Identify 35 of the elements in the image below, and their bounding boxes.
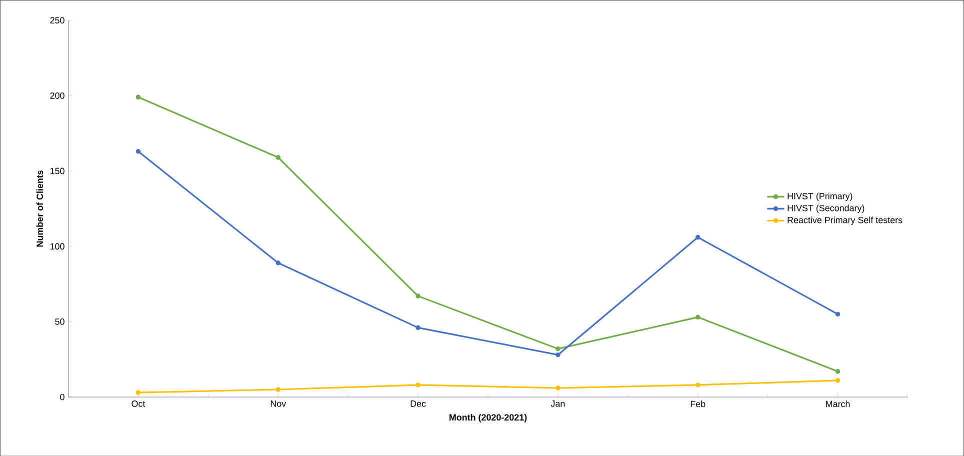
point: [276, 154, 281, 160]
point: [416, 294, 420, 298]
point: [416, 382, 420, 388]
x-tick-label: March: [826, 400, 850, 407]
y-axis-title: Number of Clients: [36, 170, 43, 247]
x-tick-label: Nov: [270, 400, 286, 407]
x-axis-title: Month (2020-2021): [450, 414, 527, 422]
point: [695, 314, 700, 320]
point: [556, 352, 560, 358]
x-tick-label: Oct: [132, 400, 146, 407]
point: [835, 368, 840, 374]
point: [556, 346, 560, 352]
y-tick-label: 150: [50, 168, 64, 174]
point: [695, 234, 700, 240]
y-tick-label: 0: [60, 394, 64, 400]
y-tick-label: 200: [50, 92, 64, 99]
point: [136, 390, 141, 395]
x-tick-label: Feb: [690, 400, 706, 407]
point: [276, 260, 281, 266]
point: [136, 148, 141, 154]
x-tick-label: Dec: [410, 400, 426, 407]
x-tick-label: Jan: [550, 400, 565, 407]
legend-label: HIVST (Secondary): [788, 204, 864, 213]
y-tick-label: 50: [55, 318, 64, 325]
legend-label: Reactive Primary Self testers: [788, 216, 902, 225]
point: [835, 312, 840, 316]
point: [276, 386, 281, 392]
point: [695, 382, 700, 388]
legend-label: HIVST (Primary): [788, 192, 852, 201]
point: [416, 325, 420, 330]
y-tick-label: 250: [50, 16, 64, 24]
point: [136, 94, 141, 100]
point: [556, 385, 560, 390]
point: [835, 378, 840, 383]
y-tick-label: 100: [50, 243, 64, 250]
